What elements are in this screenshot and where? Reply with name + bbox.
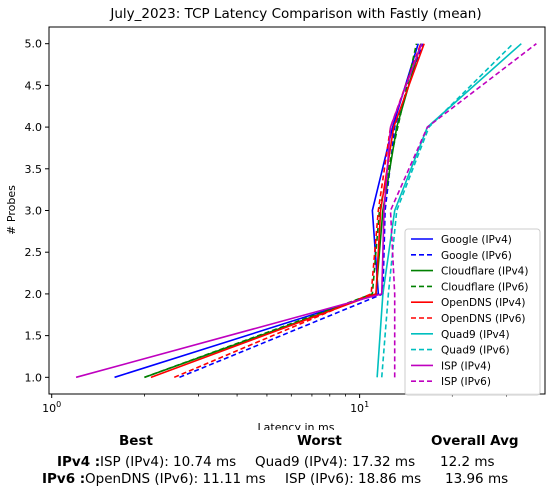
ipv6-best: OpenDNS (IPv6): 11.11 ms [85,471,266,487]
y-tick-label: 2.0 [25,288,43,301]
y-tick-label: 3.5 [25,163,43,176]
series-line-quad9-ipv4 [376,43,522,378]
legend-label: OpenDNS (IPv6) [441,313,526,325]
x-axis-label: Latency in ms [258,421,335,430]
series-line-opendns-ipv4 [150,43,425,379]
ipv6-row-label: IPv6 : [42,471,86,487]
series-line-isp-ipv4 [75,43,423,379]
legend-label: Quad9 (IPv6) [441,345,510,357]
legend-label: Google (IPv6) [441,250,512,262]
legend-label: Quad9 (IPv4) [441,329,510,341]
ipv4-best: ISP (IPv4): 10.74 ms [100,454,237,470]
legend-label: Google (IPv4) [441,234,512,246]
y-axis-label: # Probes [5,185,18,235]
y-tick-label: 1.5 [25,330,43,343]
ipv4-worst: Quad9 (IPv4): 17.32 ms [255,454,416,470]
ipv4-avg: 12.2 ms [440,454,495,470]
legend-label: ISP (IPv6) [441,376,491,388]
series-line-google-ipv4 [114,43,419,379]
ipv6-avg: 13.96 ms [445,471,509,487]
legend-label: OpenDNS (IPv4) [441,297,526,309]
legend: Google (IPv4) Google (IPv6) Cloudflare (IP… [404,228,541,396]
y-tick-label: 4.5 [25,79,43,92]
x-tick-label: 101 [350,400,369,415]
overall-avg-header: Overall Avg [431,433,519,449]
legend-label: ISP (IPv4) [441,360,491,372]
y-tick-label: 1.0 [25,371,43,384]
x-tick-label: 100 [42,400,61,415]
y-tick-label: 3.0 [25,205,43,218]
worst-header: Worst [297,433,342,449]
y-tick-label: 2.5 [25,246,43,259]
best-header: Best [119,433,153,449]
legend-label: Cloudflare (IPv6) [441,281,528,293]
latency-chart: July_2023: TCP Latency Comparison with F… [5,6,546,430]
series-line-cloudflare-ipv6 [144,43,418,379]
chart-title: July_2023: TCP Latency Comparison with F… [109,6,481,22]
series-line-quad9-ipv6 [380,43,514,378]
y-tick-label: 4.0 [25,121,43,134]
ipv6-worst: ISP (IPv6): 18.86 ms [285,471,422,487]
y-tick-label: 5.0 [25,38,43,51]
legend-box [404,228,541,396]
ipv4-row-label: IPv4 : [57,454,101,470]
legend-label: Cloudflare (IPv4) [441,266,528,278]
